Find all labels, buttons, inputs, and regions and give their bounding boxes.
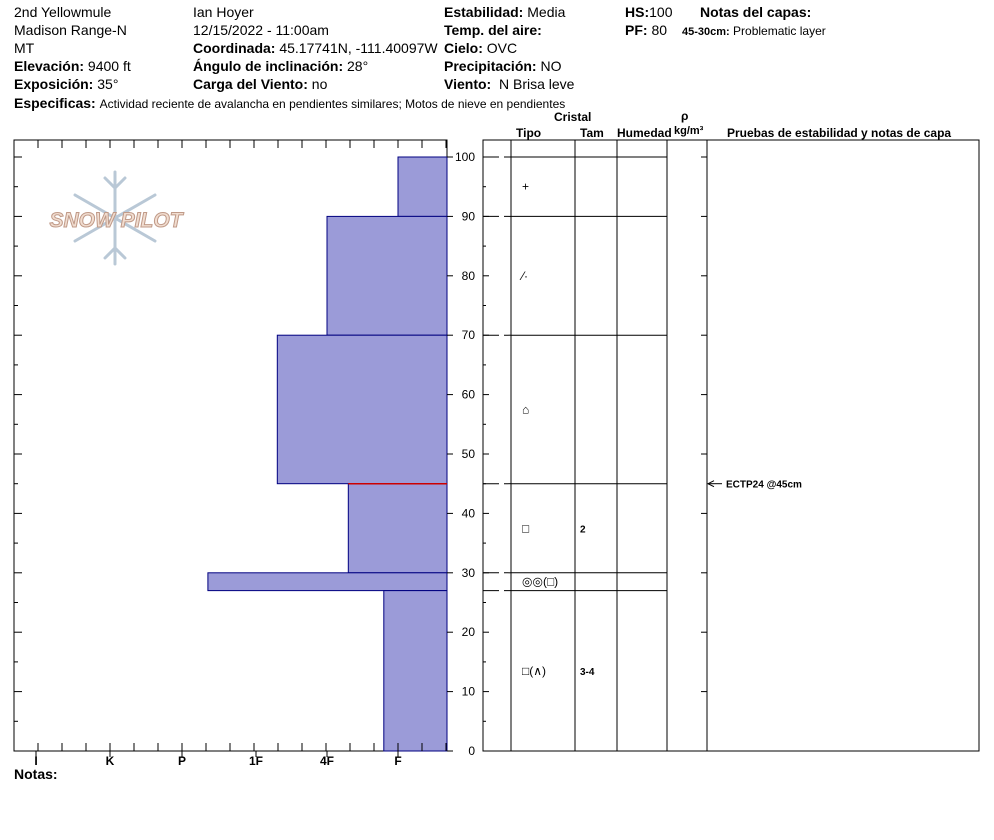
layer-table-frame <box>482 139 980 752</box>
sky-label: Cielo: <box>444 40 483 56</box>
layer-note: 45-30cm: Problematic layer <box>682 24 826 39</box>
logo-text: SNOW PILOT <box>50 209 185 232</box>
rho-header: ρ <box>681 109 689 123</box>
grain-type-symbol: ⁄· <box>519 269 528 283</box>
sky-value: OVC <box>486 40 518 56</box>
air-temp-label: Temp. del aire: <box>444 22 542 38</box>
y-tick-label: 80 <box>462 269 476 283</box>
stability-tests: ECTP24 @45cm <box>706 480 802 491</box>
stability-label: Estabilidad: <box>444 4 524 20</box>
crystal-header: Cristal <box>554 110 592 124</box>
x-tick-label: 4F <box>320 754 334 768</box>
hardness-layer-bar <box>326 215 448 336</box>
wind-field: Viento: N Brisa leve <box>444 76 574 92</box>
density-unit-header: kg/m³ <box>674 125 704 137</box>
range-name: Madison Range-N <box>14 22 127 38</box>
elevation-label: Elevación: <box>14 58 85 74</box>
specifics-field: Especificas: Actividad reciente de avala… <box>14 95 565 111</box>
hs-value: 100 <box>649 4 673 20</box>
y-tick-label: 40 <box>462 506 476 520</box>
precip-field: Precipitación: NO <box>444 58 561 74</box>
elevation-field: Elevación: 9400 ft <box>14 58 131 74</box>
layer-note-text: Problematic layer <box>733 24 826 38</box>
wind-value: N Brisa leve <box>498 76 575 92</box>
hardness-axis: I K P 1F 4F F <box>34 751 402 768</box>
x-tick-label: P <box>178 754 186 768</box>
stability-field: Estabilidad: Media <box>444 4 565 20</box>
wind-load-label: Carga del Viento: <box>193 76 308 92</box>
grain-type-symbol: + <box>522 180 529 194</box>
hs-field: HS:100 <box>625 4 672 20</box>
layer-notes-label: Notas del capas: <box>700 4 812 20</box>
slope-angle-field: Ángulo de inclinación: 28° <box>193 58 368 74</box>
aspect-field: Exposición: 35° <box>14 76 118 92</box>
tests-header: Pruebas de estabilidad y notas de capa <box>727 126 952 140</box>
y-tick-label: 50 <box>462 447 476 461</box>
pf-value: 80 <box>651 22 668 38</box>
hardness-layer-bar <box>383 590 448 752</box>
sky-field: Cielo: OVC <box>444 40 517 56</box>
air-temp-field: Temp. del aire: <box>444 22 542 38</box>
grain-type-symbol: ◎◎(□) <box>522 575 558 589</box>
hardness-ticks <box>13 140 447 752</box>
grain-type-symbol: □ <box>522 521 529 535</box>
hardness-layer-bar <box>207 572 448 592</box>
specifics-label: Especificas: <box>14 95 96 111</box>
y-tick-label: 30 <box>462 566 476 580</box>
hardness-layer-bar <box>276 334 448 485</box>
pf-label: PF: <box>625 22 648 38</box>
specifics-value: Actividad reciente de avalancha en pendi… <box>99 97 566 111</box>
x-tick-label: I <box>34 754 37 768</box>
slope-angle-label: Ángulo de inclinación: <box>193 58 344 74</box>
moisture-header: Humedad <box>617 126 672 140</box>
aspect-value: 35° <box>97 76 119 92</box>
y-tick-label: 0 <box>468 744 475 758</box>
aspect-label: Exposición: <box>14 76 94 92</box>
observation-datetime: 12/15/2022 - 11:00am <box>193 22 329 38</box>
notes-label: Notas: <box>14 766 58 782</box>
y-tick-label: 20 <box>462 625 476 639</box>
layer-note-depth: 45-30cm: <box>682 26 730 38</box>
wind-label: Viento: <box>444 76 492 92</box>
table-column-lines <box>510 140 708 751</box>
test-arrow-head <box>706 480 715 488</box>
height-axis: 0 10 20 30 40 50 60 70 80 90 100 <box>447 150 707 758</box>
hardness-layer-bar <box>397 156 448 217</box>
hardness-layer-bar <box>347 483 448 574</box>
y-tick-label: 60 <box>462 388 476 402</box>
wind-load-field: Carga del Viento: no <box>193 76 327 92</box>
coordinate-field: Coordinada: 45.17741N, -111.40097W <box>193 40 438 56</box>
size-header: Tam <box>580 126 604 140</box>
precip-value: NO <box>540 58 562 74</box>
y-tick-label: 100 <box>455 150 475 164</box>
pf-field: PF: 80 <box>625 22 667 38</box>
stability-value: Media <box>527 4 566 20</box>
x-tick-label: F <box>394 754 401 768</box>
coordinate-value: 45.17741N, -111.40097W <box>279 40 438 56</box>
slope-angle-value: 28° <box>347 58 369 74</box>
snowpilot-logo: SNOW PILOT <box>49 170 185 266</box>
snowflake-icon <box>73 170 157 266</box>
hs-label: HS: <box>625 4 650 20</box>
grain-size-label: 3-4 <box>580 667 595 678</box>
x-tick-label: 1F <box>249 754 263 768</box>
type-header: Tipo <box>516 126 542 140</box>
observer-name: Ian Hoyer <box>193 4 254 20</box>
y-tick-label: 70 <box>462 328 476 342</box>
state-name: MT <box>14 40 35 56</box>
y-tick-label: 90 <box>462 209 476 223</box>
grain-type-symbol: ⌂ <box>522 402 529 416</box>
precip-label: Precipitación: <box>444 58 537 74</box>
location-name: 2nd Yellowmule <box>14 4 112 20</box>
x-tick-label: K <box>106 754 115 768</box>
elevation-value: 9400 ft <box>87 58 131 74</box>
grain-type-symbol: □(∧) <box>522 664 546 678</box>
grain-size-label: 2 <box>580 524 586 535</box>
coordinate-label: Coordinada: <box>193 40 276 56</box>
hardness-layers <box>207 156 448 752</box>
wind-load-value: no <box>311 76 328 92</box>
y-tick-label: 10 <box>462 685 476 699</box>
stability-test-label: ECTP24 @45cm <box>726 480 802 491</box>
